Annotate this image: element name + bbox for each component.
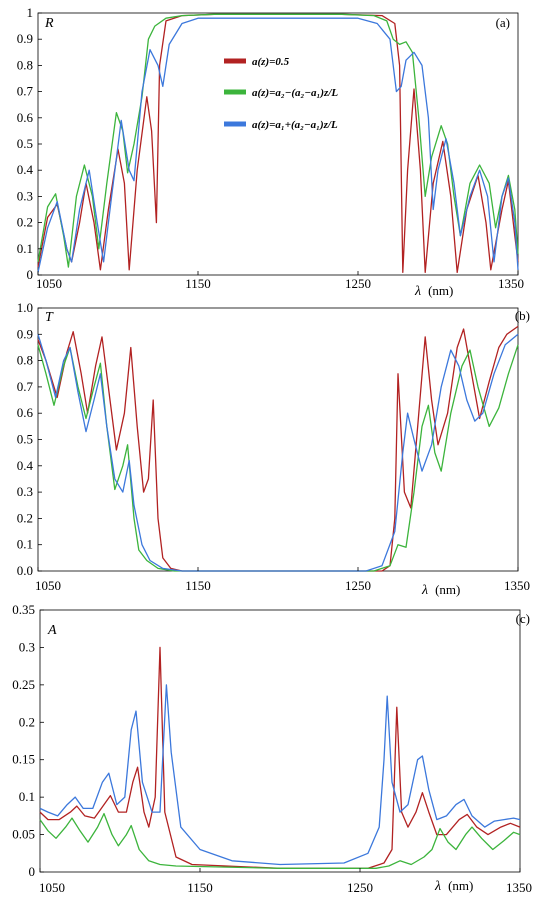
panel-b-xtick-label: 1150 xyxy=(185,578,211,593)
panel-a-ytick-label: 0 xyxy=(27,267,34,282)
panel-a-xtick-label: 1150 xyxy=(185,276,211,291)
panel-a-series-3-line xyxy=(37,17,519,273)
panel-a-tag: (a) xyxy=(496,15,510,30)
panel-c-xlabel-var: λ xyxy=(434,879,441,894)
panel-b-ytick-label: 0.4 xyxy=(17,458,34,473)
panel-c-ytick-label: 0.35 xyxy=(12,602,35,617)
panel-b-ytick-label: 0.7 xyxy=(17,379,34,394)
panel-a-ytick-label: 0.9 xyxy=(17,31,33,46)
panel-c-ytick-label: 0.25 xyxy=(12,677,35,692)
panel-c-curves xyxy=(39,646,521,869)
panel-a-ytick-label: 0.4 xyxy=(17,162,34,177)
panel-a-xlabel-unit: (nm) xyxy=(428,283,453,298)
panel-b-ticks: 0.0 0.1 0.2 0.3 0.4 0.5 0.6 0.7 0.8 0.9 1.0 1050 115… xyxy=(17,300,530,593)
panel-a-ytick-label: 0.1 xyxy=(17,241,33,256)
panel-a-xlabel: λ (nm) xyxy=(414,282,453,299)
panel-a-ytick-label: 0.3 xyxy=(17,188,33,203)
panel-c-series-1-line xyxy=(39,646,521,869)
panel-b-xtick-label: 1050 xyxy=(35,578,61,593)
panel-c-ytick-label: 0.15 xyxy=(12,752,35,767)
panel-c-xtick-label: 1350 xyxy=(506,880,532,895)
panel-c-ticks: 0 0.05 0.1 0.15 0.2 0.25 0.3 0.35 1050 1150 1250 13… xyxy=(12,602,532,895)
panel-b-tag: (b) xyxy=(515,308,530,323)
panel-b-ytick-label: 1.0 xyxy=(17,300,33,315)
panel-c-series-2-line xyxy=(39,812,521,869)
panel-b-ytick-label: 0.6 xyxy=(17,405,34,420)
panel-a-xtick-label: 1050 xyxy=(36,276,62,291)
panel-a-xlabel-var: λ xyxy=(414,284,421,299)
panel-a-ytick-label: 1 xyxy=(27,5,34,20)
panel-c-tag: (c) xyxy=(516,611,530,626)
panel-a-ytick-label: 0.5 xyxy=(17,136,33,151)
panel-b-ytick-label: 0.9 xyxy=(17,326,33,341)
panel-a-ytick-label: 0.2 xyxy=(17,215,33,230)
panel-c-ytick-label: 0.05 xyxy=(12,827,35,842)
panel-c-ytick-label: 0 xyxy=(29,864,36,879)
panel-a-curves xyxy=(37,13,519,274)
legend-label-3: a(z)=a₁+(a₂−a₁)z/L xyxy=(252,119,338,131)
panel-a-xtick-label: 1250 xyxy=(345,276,371,291)
panel-a-ytick-label: 0.8 xyxy=(17,57,33,72)
panel-b-xlabel: λ (nm) xyxy=(421,581,460,598)
legend-label-1: a(z)=0.5 xyxy=(252,56,290,68)
panel-b-xtick-label: 1250 xyxy=(345,578,371,593)
panel-a-series-1-line xyxy=(37,13,519,274)
panel-b-xlabel-unit: (nm) xyxy=(435,582,460,597)
panel-a-ytick-label: 0.7 xyxy=(17,84,34,99)
legend: a(z)=0.5 a(z)=a₂−(a₂−a₁)z/L a(z)=a₁+(a₂−… xyxy=(224,56,338,131)
panel-c-ytick-label: 0.3 xyxy=(19,639,35,654)
panel-c-ytick-label: 0.2 xyxy=(19,714,35,729)
panel-c-xtick-label: 1150 xyxy=(187,880,213,895)
panel-b-ytick-label: 0.5 xyxy=(17,432,33,447)
panel-b-ytick-label: 0.8 xyxy=(17,353,33,368)
panel-c-xtick-label: 1250 xyxy=(347,880,373,895)
panel-c-xlabel: λ (nm) xyxy=(434,877,473,894)
panel-b-xtick-label: 1350 xyxy=(504,578,530,593)
panel-a-ylabel: R xyxy=(44,16,54,31)
panel-a: 0 0.1 0.2 0.3 0.4 0.5 0.6 0.7 0.8 0.9 1 1050 1150 125… xyxy=(17,5,524,299)
panel-a-xtick-label: 1350 xyxy=(498,276,524,291)
panel-a-ytick-label: 0.6 xyxy=(17,110,34,125)
panel-b-ylabel: T xyxy=(45,310,54,325)
panel-b-ytick-label: 0.2 xyxy=(17,510,33,525)
panel-b-xlabel-var: λ xyxy=(421,583,428,598)
panel-b-series-2-line xyxy=(37,344,519,572)
legend-label-2: a(z)=a₂−(a₂−a₁)z/L xyxy=(252,87,338,99)
panel-a-series-2-line xyxy=(37,13,519,268)
panel-a-frame xyxy=(37,12,519,276)
panel-c-ytick-label: 0.1 xyxy=(19,789,35,804)
panel-b: 0.0 0.1 0.2 0.3 0.4 0.5 0.6 0.7 0.8 0.9 1.0 1050 115… xyxy=(17,300,530,598)
panel-b-curves xyxy=(37,325,519,572)
panel-b-series-3-line xyxy=(37,333,519,572)
panel-c-series-3-line xyxy=(39,684,521,866)
panel-b-ytick-label: 0.0 xyxy=(17,563,33,578)
panel-a-ticks: 0 0.1 0.2 0.3 0.4 0.5 0.6 0.7 0.8 0.9 1 1050 1150 125… xyxy=(17,5,524,291)
panel-c-xlabel-unit: (nm) xyxy=(448,878,473,893)
panel-c-frame xyxy=(39,609,521,873)
panel-b-ytick-label: 0.1 xyxy=(17,537,33,552)
panel-c-xtick-label: 1050 xyxy=(39,880,65,895)
panel-c-ylabel: A xyxy=(47,623,57,638)
panel-b-ytick-label: 0.3 xyxy=(17,484,33,499)
panel-c: 0 0.05 0.1 0.15 0.2 0.25 0.3 0.35 1050 1150 1250 13… xyxy=(12,602,532,895)
